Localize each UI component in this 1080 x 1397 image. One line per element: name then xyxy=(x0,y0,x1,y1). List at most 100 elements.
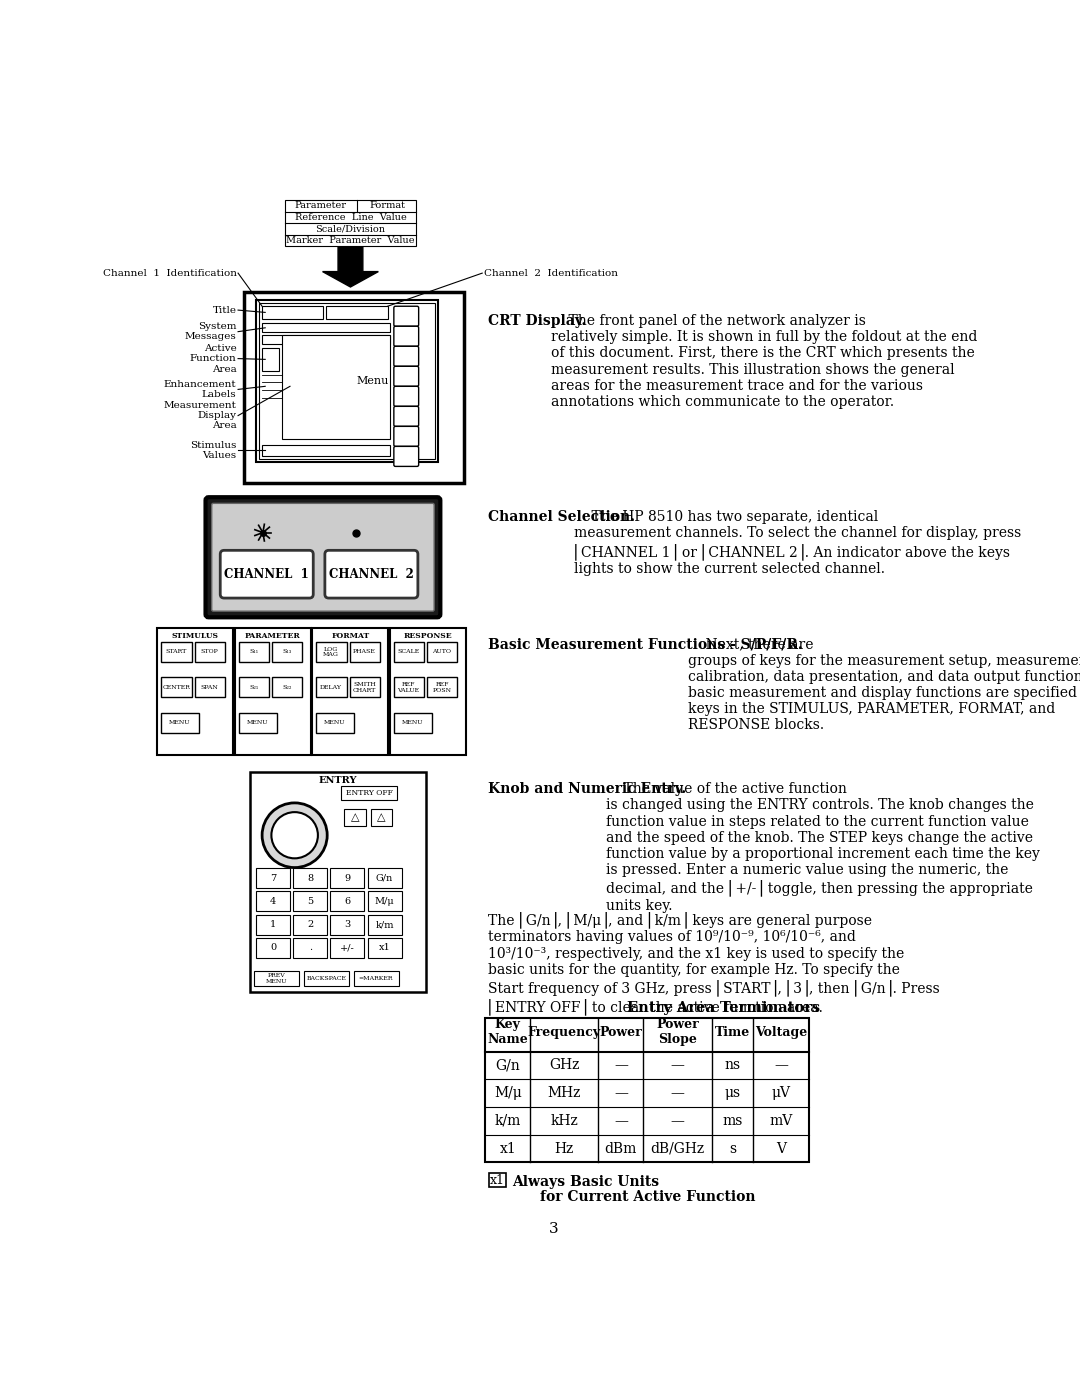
Text: 3: 3 xyxy=(345,921,351,929)
Text: CRT Display.: CRT Display. xyxy=(488,314,585,328)
Text: SMITH
CHART: SMITH CHART xyxy=(353,682,376,693)
Bar xyxy=(428,643,458,662)
Text: Channel Selection.: Channel Selection. xyxy=(488,510,635,524)
Text: x1: x1 xyxy=(499,1141,516,1155)
Text: S₂₁: S₂₁ xyxy=(249,685,258,690)
Bar xyxy=(239,678,269,697)
Bar xyxy=(256,869,291,888)
Bar xyxy=(158,629,233,756)
Text: SPAN: SPAN xyxy=(201,685,218,690)
Bar xyxy=(345,809,366,826)
Text: V: V xyxy=(777,1141,786,1155)
Bar xyxy=(326,306,388,319)
Text: s: s xyxy=(729,1141,737,1155)
Text: Voltage: Voltage xyxy=(755,1025,808,1039)
Text: Enhancement
Labels: Enhancement Labels xyxy=(164,380,237,400)
Bar xyxy=(256,937,291,958)
Text: MENU: MENU xyxy=(324,721,346,725)
FancyBboxPatch shape xyxy=(394,407,419,426)
Circle shape xyxy=(262,803,327,868)
Bar xyxy=(394,712,432,733)
Bar xyxy=(256,300,438,462)
Bar xyxy=(330,915,364,935)
Text: STIMULUS: STIMULUS xyxy=(172,631,219,640)
Bar xyxy=(394,678,424,697)
Text: 4: 4 xyxy=(270,897,276,905)
Bar xyxy=(390,629,465,756)
Text: —: — xyxy=(615,1059,627,1073)
Text: mV: mV xyxy=(770,1113,793,1127)
Text: 0: 0 xyxy=(270,943,276,953)
Bar xyxy=(330,869,364,888)
Text: BACKSPACE: BACKSPACE xyxy=(307,977,347,981)
Text: The ⎜G/n⎟, ⎜M/μ⎟, and ⎜k/m⎟ keys are general purpose
terminators having values o: The ⎜G/n⎟, ⎜M/μ⎟, and ⎜k/m⎟ keys are gen… xyxy=(488,911,940,1016)
Text: 8: 8 xyxy=(307,875,313,883)
Text: CHANNEL  1: CHANNEL 1 xyxy=(225,567,309,581)
Text: The HP 8510 has two separate, identical
measurement channels. To select the chan: The HP 8510 has two separate, identical … xyxy=(575,510,1022,576)
Text: Reference  Line  Value: Reference Line Value xyxy=(295,212,406,222)
Text: Menu: Menu xyxy=(356,376,389,386)
Bar xyxy=(394,643,424,662)
Text: △: △ xyxy=(377,813,386,823)
Bar xyxy=(262,306,323,319)
Bar xyxy=(293,915,327,935)
FancyBboxPatch shape xyxy=(394,327,419,346)
Text: ENTRY: ENTRY xyxy=(319,777,357,785)
Bar xyxy=(272,678,302,697)
Text: MENU: MENU xyxy=(402,721,423,725)
Text: dB/GHz: dB/GHz xyxy=(650,1141,704,1155)
Text: PARAMETER: PARAMETER xyxy=(245,631,301,640)
Text: PHASE: PHASE xyxy=(353,650,376,654)
Text: 6: 6 xyxy=(345,897,350,905)
Text: CENTER: CENTER xyxy=(162,685,190,690)
Text: Stimulus
Values: Stimulus Values xyxy=(190,440,237,460)
Text: x1: x1 xyxy=(490,1173,505,1186)
Text: μs: μs xyxy=(725,1087,741,1101)
Bar xyxy=(161,712,200,733)
Text: ms: ms xyxy=(723,1113,743,1127)
Bar xyxy=(367,915,402,935)
Bar xyxy=(367,891,402,911)
Bar xyxy=(293,869,327,888)
Bar xyxy=(367,937,402,958)
Text: M/μ: M/μ xyxy=(375,897,394,905)
Text: Parameter: Parameter xyxy=(294,201,347,211)
Text: Key
Name: Key Name xyxy=(487,1018,528,1046)
FancyBboxPatch shape xyxy=(212,503,434,610)
Bar xyxy=(293,937,327,958)
Bar xyxy=(239,643,269,662)
Bar xyxy=(243,292,464,483)
Bar xyxy=(262,323,390,332)
Text: —: — xyxy=(671,1113,685,1127)
Text: GHz: GHz xyxy=(549,1059,580,1073)
Text: DELAY: DELAY xyxy=(320,685,342,690)
Bar xyxy=(367,869,402,888)
Bar xyxy=(262,444,390,455)
Text: 7: 7 xyxy=(270,875,276,883)
Text: —: — xyxy=(671,1059,685,1073)
Text: Power
Slope: Power Slope xyxy=(657,1018,699,1046)
Text: 3: 3 xyxy=(549,1222,558,1236)
Text: The value of the active function
is changed using the ENTRY controls. The knob c: The value of the active function is chan… xyxy=(606,782,1040,912)
Text: k/m: k/m xyxy=(495,1113,521,1127)
Bar xyxy=(259,303,435,458)
Text: 1: 1 xyxy=(270,921,276,929)
Text: dBm: dBm xyxy=(605,1141,637,1155)
Text: Channel  1  Identification: Channel 1 Identification xyxy=(103,268,237,278)
Polygon shape xyxy=(323,247,378,286)
Text: G/n: G/n xyxy=(496,1059,521,1073)
Bar xyxy=(161,643,191,662)
FancyBboxPatch shape xyxy=(394,387,419,407)
Text: .: . xyxy=(309,943,312,953)
Bar xyxy=(194,643,225,662)
Text: RESPONSE: RESPONSE xyxy=(404,631,453,640)
FancyBboxPatch shape xyxy=(220,550,313,598)
Bar xyxy=(249,773,427,992)
Bar xyxy=(350,643,380,662)
Bar xyxy=(256,915,291,935)
Bar xyxy=(330,891,364,911)
Text: —: — xyxy=(671,1087,685,1101)
Text: REF
VALUE: REF VALUE xyxy=(397,682,420,693)
Text: System
Messages: System Messages xyxy=(185,321,237,341)
Bar xyxy=(235,629,311,756)
